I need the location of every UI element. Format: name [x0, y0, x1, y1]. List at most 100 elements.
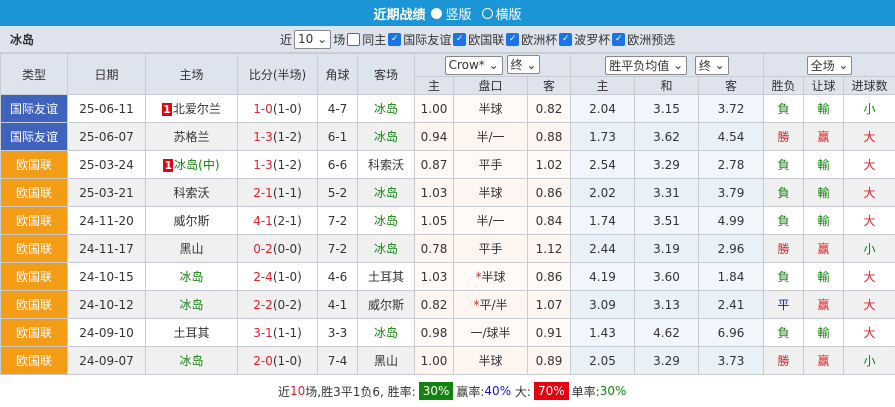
home-team[interactable]: 土耳其 [146, 319, 238, 347]
match-score[interactable]: 0-2(0-0) [238, 235, 318, 263]
home-team[interactable]: 威尔斯 [146, 207, 238, 235]
odds-stage-select[interactable]: 终 ⌄ [695, 56, 729, 75]
match-score[interactable]: 4-1(2-1) [238, 207, 318, 235]
match-type[interactable]: 欧国联 [1, 291, 68, 319]
away-team[interactable]: 威尔斯 [358, 291, 415, 319]
match-score[interactable]: 3-1(1-1) [238, 319, 318, 347]
away-team[interactable]: 冰岛 [358, 123, 415, 151]
ah-line-value: 平手 [478, 242, 502, 256]
match-score[interactable]: 2-1(1-1) [238, 179, 318, 207]
competition-checkbox[interactable]: ✓ [612, 33, 625, 46]
summary-text: 单率: [572, 383, 600, 400]
half-time-score: (1-2) [273, 130, 302, 144]
ah-line: 半/一 [454, 123, 528, 151]
chevron-down-icon: ⌄ [838, 58, 848, 72]
match-count-select[interactable]: 10 ⌄ [294, 30, 331, 49]
home-team-name: 科索沃 [173, 186, 209, 200]
home-team-name: 冰岛(中) [174, 158, 219, 172]
match-date: 24-11-20 [68, 207, 146, 235]
match-type[interactable]: 欧国联 [1, 319, 68, 347]
layout-horizontal-radio[interactable]: 横版 [476, 4, 522, 23]
match-type[interactable]: 国际友谊 [1, 95, 68, 123]
match-score[interactable]: 2-2(0-2) [238, 291, 318, 319]
away-team[interactable]: 科索沃 [358, 151, 415, 179]
competition-label: 国际友谊 [403, 31, 451, 48]
match-type[interactable]: 欧国联 [1, 235, 68, 263]
chevron-down-icon: ⌄ [317, 32, 327, 46]
ah-home-odds: 1.03 [415, 263, 454, 291]
chevron-down-icon: ⌄ [526, 58, 536, 72]
period-select[interactable]: 全场 ⌄ [807, 56, 853, 75]
match-type[interactable]: 国际友谊 [1, 123, 68, 151]
away-team[interactable]: 冰岛 [358, 207, 415, 235]
home-team[interactable]: 冰岛 [146, 347, 238, 375]
goals-result: 小 [844, 347, 895, 375]
handicap-result: 赢 [804, 347, 844, 375]
result: 負 [764, 151, 804, 179]
match-type[interactable]: 欧国联 [1, 347, 68, 375]
home-team-name: 苏格兰 [173, 130, 209, 144]
company-select[interactable]: Crow* ⌄ [445, 56, 503, 75]
match-score[interactable]: 1-3(1-2) [238, 123, 318, 151]
unit-label: 场 [333, 31, 345, 48]
odds-type-select[interactable]: 胜平负均值 ⌄ [605, 56, 687, 75]
competition-checkbox[interactable]: ✓ [506, 33, 519, 46]
away-team[interactable]: 冰岛 [358, 95, 415, 123]
match-score[interactable]: 1-3(1-2) [238, 151, 318, 179]
match-date: 25-03-24 [68, 151, 146, 179]
team-name: 冰岛 [10, 31, 280, 48]
match-score[interactable]: 2-0(1-0) [238, 347, 318, 375]
handicap-result: 輸 [804, 151, 844, 179]
layout-vertical-radio[interactable]: 竖版 [429, 4, 471, 23]
home-team[interactable]: 黑山 [146, 235, 238, 263]
same-home-checkbox[interactable] [347, 33, 360, 46]
competition-checkbox[interactable]: ✓ [559, 33, 572, 46]
header-eu-away: 客 [699, 77, 764, 95]
result: 平 [764, 291, 804, 319]
home-team[interactable]: 苏格兰 [146, 123, 238, 151]
ah-home-odds: 1.00 [415, 95, 454, 123]
match-score[interactable]: 2-4(1-0) [238, 263, 318, 291]
header-date: 日期 [68, 54, 146, 95]
ah-line: 半球 [454, 347, 528, 375]
ah-line: 半球 [454, 95, 528, 123]
match-date: 24-10-12 [68, 291, 146, 319]
competition-label: 欧洲杯 [521, 31, 557, 48]
competition-checkbox[interactable]: ✓ [453, 33, 466, 46]
eu-draw-odds: 3.15 [635, 95, 699, 123]
home-team[interactable]: 冰岛 [146, 263, 238, 291]
competition-checkbox[interactable]: ✓ [388, 33, 401, 46]
match-date: 24-10-15 [68, 263, 146, 291]
ah-stage-select[interactable]: 终 ⌄ [507, 55, 541, 74]
away-team[interactable]: 冰岛 [358, 319, 415, 347]
match-type[interactable]: 欧国联 [1, 263, 68, 291]
away-team[interactable]: 冰岛 [358, 235, 415, 263]
match-type[interactable]: 欧国联 [1, 151, 68, 179]
summary-count: 10 [290, 384, 305, 398]
match-type[interactable]: 欧国联 [1, 207, 68, 235]
competition-label: 欧洲预选 [627, 31, 675, 48]
header-euro-odds: 胜平负均值 ⌄ 终 ⌄ [571, 54, 764, 77]
ah-away-odds: 0.91 [528, 319, 571, 347]
match-type[interactable]: 欧国联 [1, 179, 68, 207]
home-team[interactable]: 科索沃 [146, 179, 238, 207]
ah-away-odds: 0.89 [528, 347, 571, 375]
corners: 7-4 [318, 347, 358, 375]
match-score[interactable]: 1-0(1-0) [238, 95, 318, 123]
away-team[interactable]: 冰岛 [358, 179, 415, 207]
ah-away-odds: 0.84 [528, 207, 571, 235]
odds-stage-value: 终 [699, 57, 711, 74]
away-team[interactable]: 土耳其 [358, 263, 415, 291]
away-team[interactable]: 黑山 [358, 347, 415, 375]
eu-away-odds: 6.96 [699, 319, 764, 347]
home-team[interactable]: 冰岛 [146, 291, 238, 319]
header-corner: 角球 [318, 54, 358, 95]
corners: 4-7 [318, 95, 358, 123]
match-date: 24-09-07 [68, 347, 146, 375]
goals-result: 大 [844, 207, 895, 235]
header-result: 胜负 [764, 77, 804, 95]
